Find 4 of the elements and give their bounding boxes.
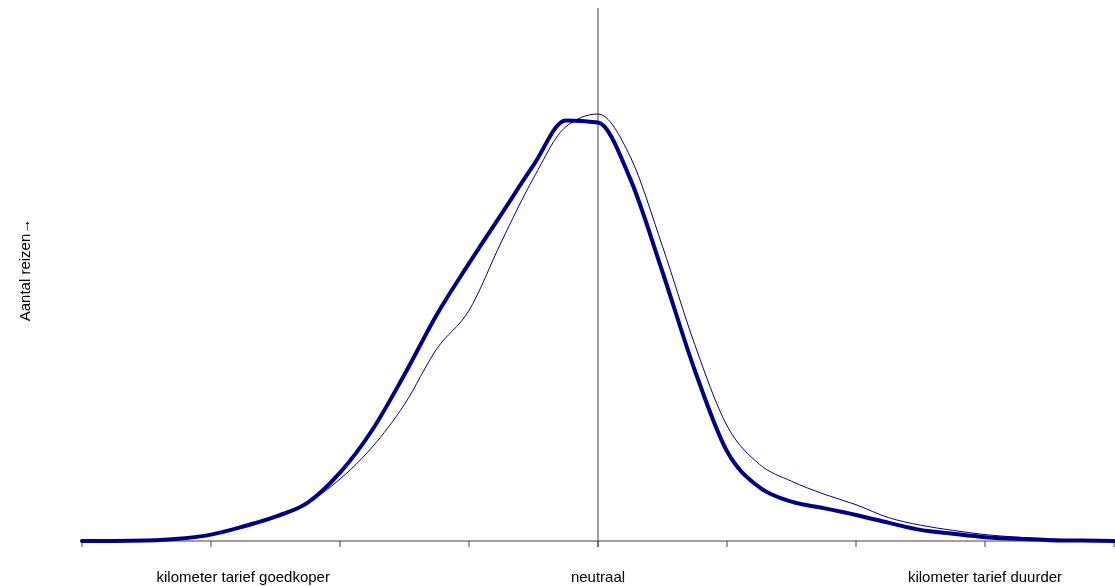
x-tick-label: kilometer tarief duurder [907,568,1063,585]
x-tick-label: neutraal [570,568,626,585]
y-axis-title: Aantal reizen→ [16,218,33,322]
x-tick-label: kilometer tarief goedkoper [156,568,330,585]
